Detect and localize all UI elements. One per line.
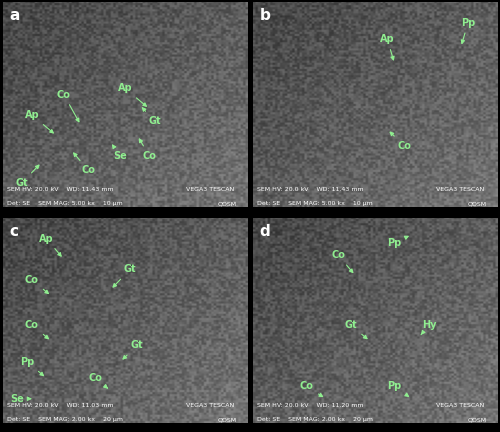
- Text: Co: Co: [25, 275, 48, 294]
- Text: Hy: Hy: [421, 320, 436, 335]
- Text: Pp: Pp: [461, 18, 475, 44]
- Text: SEM HV: 20.0 kV    WD: 11.43 mm: SEM HV: 20.0 kV WD: 11.43 mm: [258, 187, 364, 192]
- Text: Co: Co: [140, 139, 156, 161]
- Text: Gt: Gt: [142, 108, 160, 126]
- Text: QDSM: QDSM: [468, 201, 487, 206]
- Text: Co: Co: [57, 89, 79, 122]
- Text: Ap: Ap: [40, 234, 61, 256]
- Text: VEGA3 TESCAN: VEGA3 TESCAN: [186, 403, 234, 408]
- Text: Pp: Pp: [20, 357, 44, 376]
- Text: Gt: Gt: [123, 340, 144, 359]
- Text: Pp: Pp: [388, 236, 408, 248]
- Text: Pp: Pp: [388, 381, 408, 397]
- Text: QDSM: QDSM: [218, 201, 237, 206]
- Text: QDSM: QDSM: [468, 417, 487, 422]
- Text: Gt: Gt: [344, 320, 367, 339]
- Text: Co: Co: [74, 153, 95, 175]
- Text: SEM HV: 20.0 kV    WD: 11.03 mm: SEM HV: 20.0 kV WD: 11.03 mm: [8, 403, 114, 408]
- Text: Co: Co: [390, 132, 411, 151]
- Text: VEGA3 TESCAN: VEGA3 TESCAN: [436, 403, 484, 408]
- Text: Gt: Gt: [113, 264, 136, 287]
- Text: Ap: Ap: [380, 34, 394, 60]
- Text: Det: SE    SEM MAG: 5.00 kx    10 μm: Det: SE SEM MAG: 5.00 kx 10 μm: [258, 201, 373, 206]
- Text: d: d: [260, 224, 270, 239]
- Text: Co: Co: [25, 320, 48, 339]
- Text: Gt: Gt: [16, 165, 39, 188]
- Text: VEGA3 TESCAN: VEGA3 TESCAN: [186, 187, 234, 192]
- Text: Ap: Ap: [118, 83, 146, 106]
- Text: c: c: [10, 224, 19, 239]
- Text: b: b: [260, 8, 270, 23]
- Text: Det: SE    SEM MAG: 2.00 kx    20 μm: Det: SE SEM MAG: 2.00 kx 20 μm: [8, 417, 123, 422]
- Text: Se: Se: [10, 394, 30, 404]
- Text: Det: SE    SEM MAG: 2.00 kx    20 μm: Det: SE SEM MAG: 2.00 kx 20 μm: [258, 417, 374, 422]
- Text: Se: Se: [112, 145, 127, 161]
- Text: SEM HV: 20.0 kV    WD: 11.43 mm: SEM HV: 20.0 kV WD: 11.43 mm: [8, 187, 114, 192]
- Text: Co: Co: [332, 250, 353, 273]
- Text: QDSM: QDSM: [218, 417, 237, 422]
- Text: VEGA3 TESCAN: VEGA3 TESCAN: [436, 187, 484, 192]
- Text: SEM HV: 20.0 kV    WD: 11.20 mm: SEM HV: 20.0 kV WD: 11.20 mm: [258, 403, 364, 408]
- Text: Co: Co: [300, 381, 322, 397]
- Text: Det: SE    SEM MAG: 5.00 kx    10 μm: Det: SE SEM MAG: 5.00 kx 10 μm: [8, 201, 123, 206]
- Text: Ap: Ap: [24, 110, 54, 133]
- Text: a: a: [10, 8, 20, 23]
- Text: Co: Co: [88, 373, 108, 388]
